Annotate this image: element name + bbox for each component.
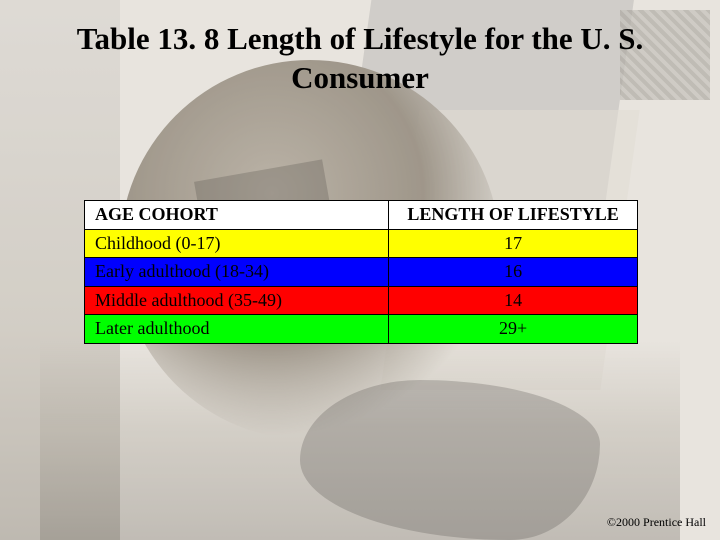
table-row: Early adulthood (18-34) 16 — [85, 258, 638, 287]
cell-cohort: Childhood (0-17) — [85, 229, 389, 258]
cell-length: 16 — [389, 258, 638, 287]
slide: Table 13. 8 Length of Lifestyle for the … — [0, 0, 720, 540]
cell-cohort: Early adulthood (18-34) — [85, 258, 389, 287]
table-row: Later adulthood 29+ — [85, 315, 638, 344]
cell-length: 14 — [389, 286, 638, 315]
cell-length: 29+ — [389, 315, 638, 344]
table-header-age-cohort: AGE COHORT — [85, 201, 389, 230]
cell-length: 17 — [389, 229, 638, 258]
copyright-text: ©2000 Prentice Hall — [607, 515, 706, 530]
slide-title: Table 13. 8 Length of Lifestyle for the … — [0, 0, 720, 98]
table-header-length: LENGTH OF LIFESTYLE — [389, 201, 638, 230]
table-header-row: AGE COHORT LENGTH OF LIFESTYLE — [85, 201, 638, 230]
slide-content: Table 13. 8 Length of Lifestyle for the … — [0, 0, 720, 540]
table-row: Middle adulthood (35-49) 14 — [85, 286, 638, 315]
cell-cohort: Later adulthood — [85, 315, 389, 344]
table-row: Childhood (0-17) 17 — [85, 229, 638, 258]
lifestyle-table: AGE COHORT LENGTH OF LIFESTYLE Childhood… — [84, 200, 638, 344]
cell-cohort: Middle adulthood (35-49) — [85, 286, 389, 315]
lifestyle-table-wrap: AGE COHORT LENGTH OF LIFESTYLE Childhood… — [84, 200, 638, 344]
